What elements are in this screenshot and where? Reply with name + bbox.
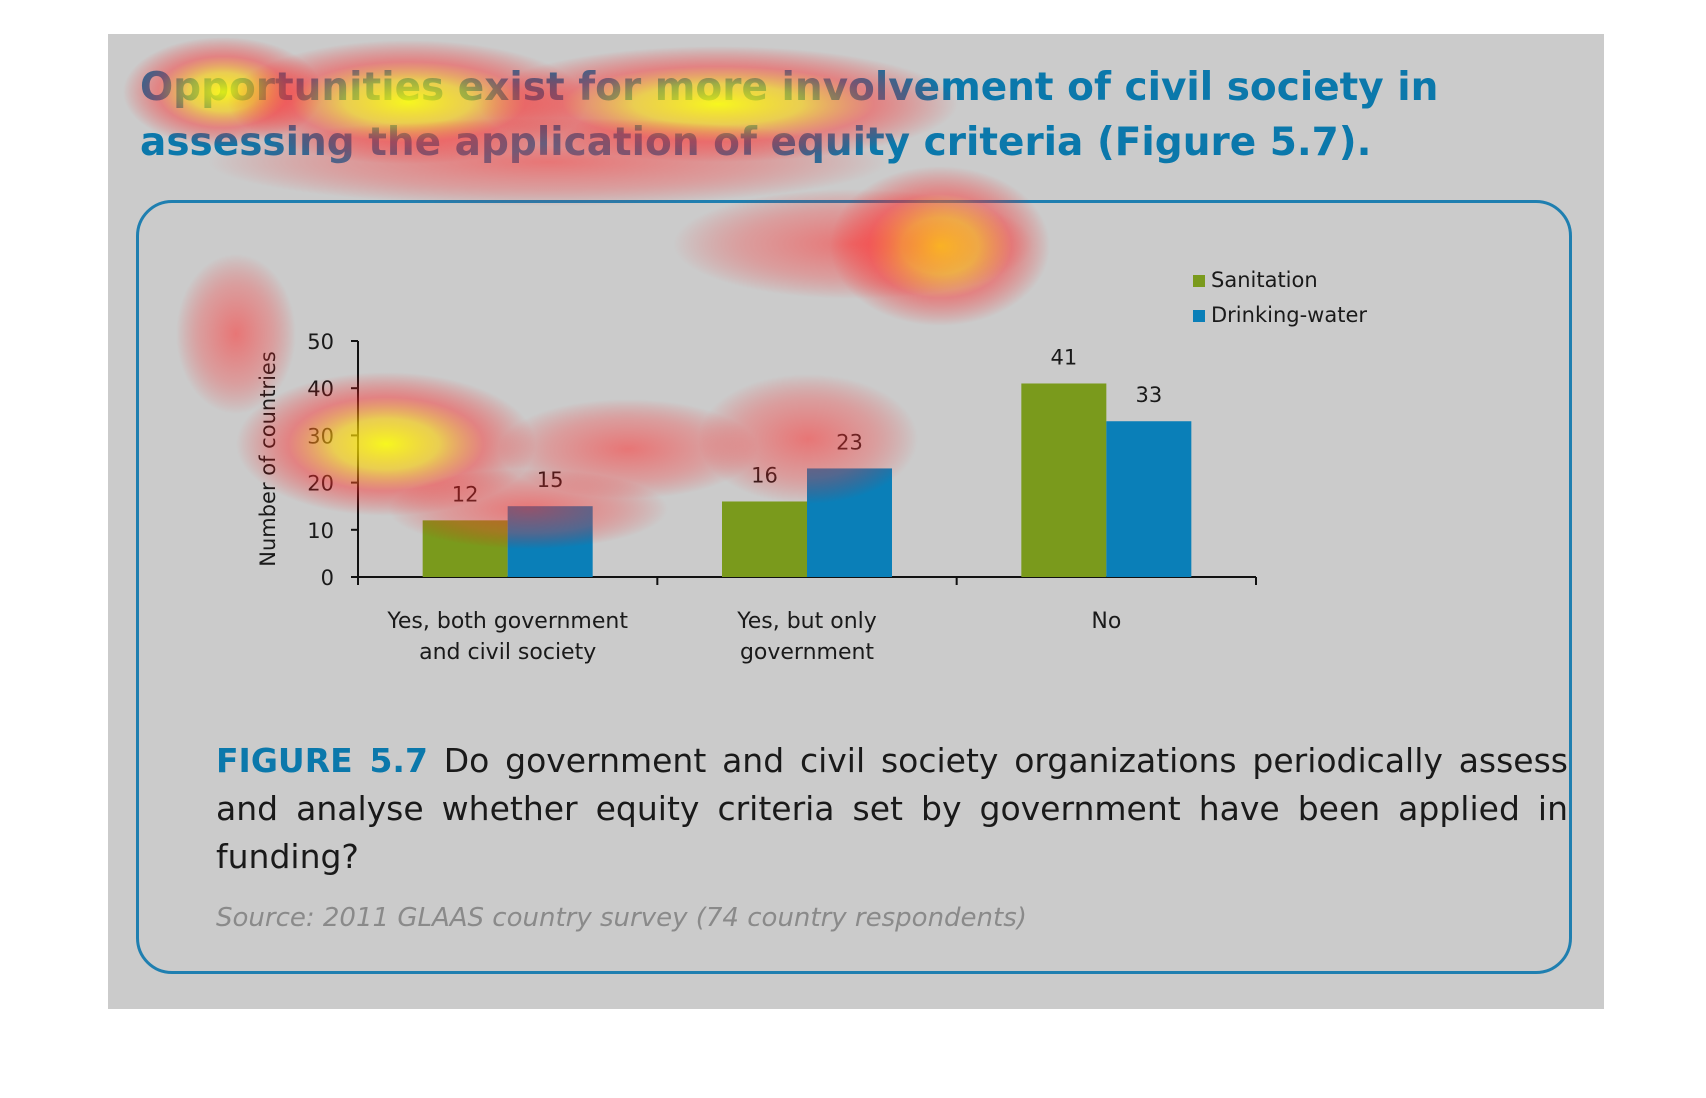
- page-headline: Opportunities exist for more involvement…: [140, 65, 1439, 165]
- figure-caption-text: Do government and civil society organiza…: [216, 741, 1569, 876]
- x-category-label: Yes, but only: [736, 609, 877, 634]
- legend-swatch: [1193, 310, 1205, 322]
- x-category-label: Yes, both government: [386, 609, 628, 634]
- bar-data-label: 33: [1135, 383, 1162, 407]
- bar-sanitation: [1021, 383, 1107, 577]
- y-tick-label: 20: [307, 472, 334, 496]
- bar-sanitation: [422, 520, 508, 577]
- legend-label: Sanitation: [1211, 268, 1318, 292]
- x-category-label: government: [740, 640, 874, 665]
- figure-panel: Opportunities exist for more involvement…: [108, 34, 1604, 1009]
- y-tick-label: 10: [307, 519, 334, 543]
- y-axis-title: Number of countries: [256, 351, 280, 567]
- y-tick-label: 50: [307, 330, 334, 354]
- figure-caption-label: FIGURE 5.7: [216, 741, 428, 780]
- bar-drinking-water: [807, 468, 892, 577]
- bar-sanitation: [722, 501, 807, 577]
- y-tick-label: 0: [321, 566, 334, 590]
- figure-frame: 0 10 20 30 40 50 Number of countries 12 15 Yes, b…: [136, 200, 1572, 974]
- bar-data-label: 15: [537, 468, 564, 492]
- bar-data-label: 12: [452, 482, 479, 506]
- bar-data-label: 23: [836, 430, 863, 454]
- bar-drinking-water: [1106, 421, 1192, 577]
- figure-source: Source: 2011 GLAAS country survey (74 co…: [216, 903, 1027, 933]
- figure-caption: FIGURE 5.7 Do government and civil socie…: [216, 737, 1568, 881]
- legend-swatch: [1193, 275, 1205, 287]
- bar-chart: 0 10 20 30 40 50 Number of countries 12 15 Yes, b…: [256, 268, 1367, 665]
- y-tick-label: 40: [307, 377, 334, 401]
- bar-drinking-water: [507, 506, 593, 577]
- legend-label: Drinking-water: [1211, 303, 1367, 327]
- y-tick-label: 30: [307, 424, 334, 448]
- x-category-label: and civil society: [419, 640, 596, 665]
- bar-data-label: 16: [751, 463, 778, 487]
- x-category-label: No: [1091, 609, 1121, 634]
- bar-data-label: 41: [1050, 345, 1077, 369]
